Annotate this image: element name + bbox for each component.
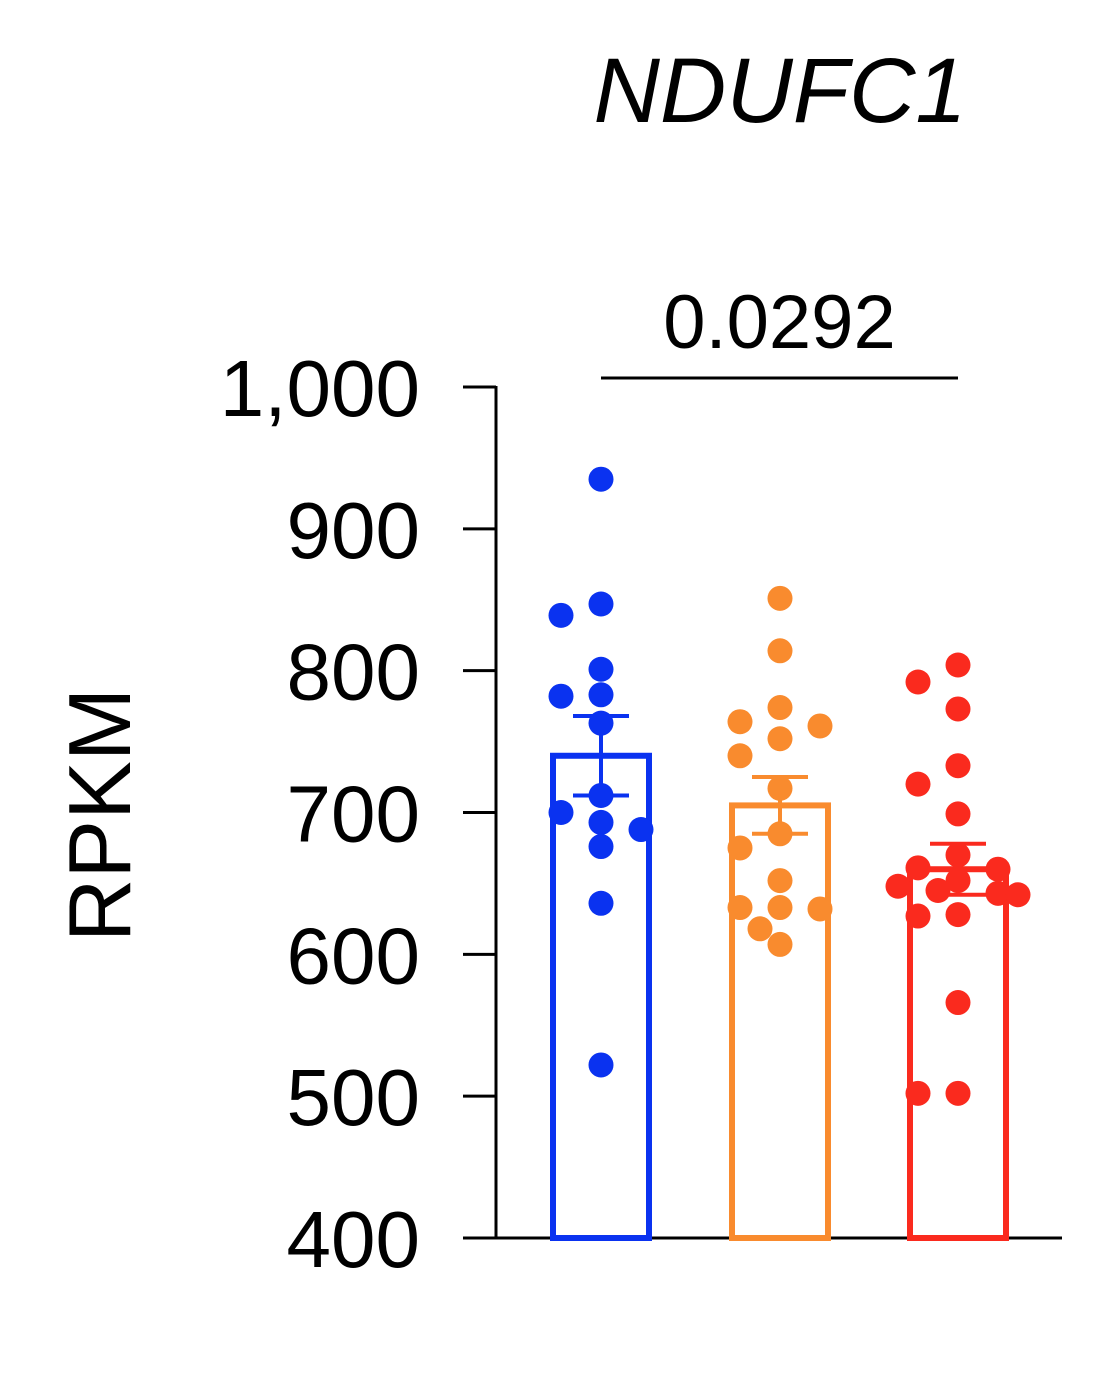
data-point	[905, 855, 931, 881]
data-point	[945, 652, 971, 678]
axes: 400 500 600 700 800 900 1,000	[220, 344, 1062, 1284]
data-point	[807, 713, 833, 739]
data-point	[767, 695, 793, 721]
data-point	[588, 591, 614, 617]
chart-title: NDUFC1	[593, 40, 966, 142]
significance-annotation: 0.0292	[601, 280, 958, 380]
data-points	[548, 466, 1031, 1106]
data-point	[885, 873, 911, 899]
data-point	[945, 753, 971, 779]
y-tick-label: 700	[287, 770, 420, 859]
data-point	[985, 856, 1011, 882]
data-point	[807, 896, 833, 922]
data-point	[548, 602, 574, 628]
data-point	[945, 990, 971, 1016]
data-point	[985, 880, 1011, 906]
data-point	[628, 817, 654, 843]
y-tick-label: 900	[287, 486, 420, 575]
data-point	[548, 800, 574, 825]
data-point	[905, 903, 931, 929]
data-point	[945, 1080, 971, 1106]
y-tick-label: 400	[287, 1195, 420, 1284]
y-tick-label: 600	[287, 911, 420, 1000]
data-point	[945, 801, 971, 827]
data-point	[767, 895, 793, 921]
data-point	[727, 709, 753, 735]
y-tick-label: 1,000	[220, 344, 420, 433]
data-point	[945, 902, 971, 928]
data-point	[588, 1052, 614, 1078]
data-point	[588, 890, 614, 916]
y-axis-label: RPKM	[50, 688, 149, 942]
data-point	[1005, 882, 1031, 908]
p-value-label: 0.0292	[663, 280, 895, 365]
data-point	[588, 466, 614, 492]
data-point	[945, 696, 971, 722]
data-point	[767, 726, 793, 752]
data-point	[905, 771, 931, 797]
data-point	[588, 682, 614, 708]
data-point	[588, 809, 614, 835]
data-point	[727, 743, 753, 769]
data-point	[905, 669, 931, 695]
data-point	[588, 834, 614, 860]
data-point	[767, 638, 793, 664]
data-point	[905, 1080, 931, 1106]
y-tick-label: 500	[287, 1053, 420, 1142]
data-point	[767, 868, 793, 894]
data-point	[727, 835, 753, 861]
data-point	[925, 878, 951, 904]
data-point	[548, 683, 574, 709]
data-point	[747, 916, 773, 942]
data-point	[767, 585, 793, 611]
data-point	[727, 895, 753, 921]
data-point	[767, 931, 793, 957]
y-tick-label: 800	[287, 628, 420, 717]
data-point	[588, 656, 614, 682]
error-bars	[573, 714, 986, 897]
